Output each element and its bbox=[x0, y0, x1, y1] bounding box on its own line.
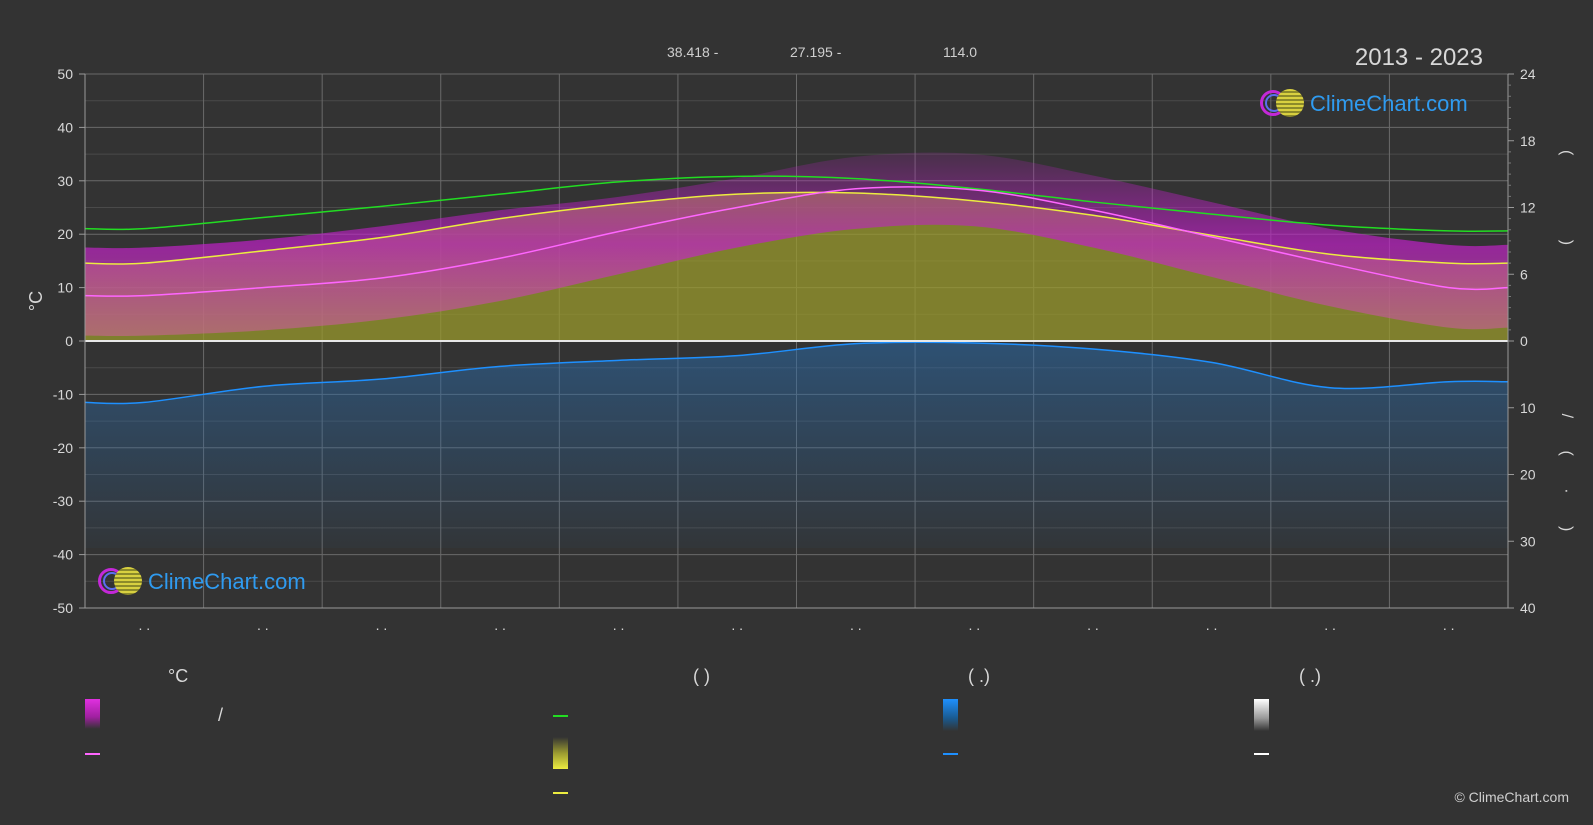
legend-snow-heading: ( .) bbox=[1299, 666, 1321, 686]
x-tick-label: . . bbox=[1324, 617, 1336, 633]
right-bottom-axis-label: / ( · ) bbox=[1558, 414, 1575, 546]
x-tick-label: . . bbox=[257, 617, 269, 633]
stat-a: 38.418 - bbox=[667, 44, 719, 60]
series-lines bbox=[84, 175, 1509, 405]
legend-daylight-swatch bbox=[553, 715, 568, 717]
brand-logo-bottom[interactable]: ClimeChart.com bbox=[96, 565, 306, 599]
legend-temp-mean-swatch bbox=[85, 753, 100, 755]
x-tick-label: . . bbox=[494, 617, 506, 633]
x-tick-label: . . bbox=[613, 617, 625, 633]
logo-icon bbox=[96, 565, 142, 599]
legend-temp-range-label: / bbox=[218, 705, 224, 725]
x-tick-label: . . bbox=[1206, 617, 1218, 633]
legend-sunshine-swatch bbox=[553, 737, 568, 769]
left-tick-label: -10 bbox=[53, 386, 73, 402]
x-tick-label: . . bbox=[731, 617, 743, 633]
daylight-line bbox=[84, 175, 1509, 233]
left-tick-label: -40 bbox=[53, 547, 73, 563]
legend-rain-swatch bbox=[943, 699, 958, 731]
brand-name: ClimeChart.com bbox=[1310, 91, 1468, 116]
legend-sunshine-mean-swatch bbox=[553, 792, 568, 794]
temp-mean-line bbox=[84, 186, 1509, 297]
right-top-tick-label: 24 bbox=[1520, 66, 1536, 82]
left-tick-label: 0 bbox=[65, 333, 73, 349]
left-axis-label: °C bbox=[26, 291, 46, 311]
left-tick-label: -20 bbox=[53, 440, 73, 456]
legend-snow-swatch bbox=[1254, 699, 1269, 731]
legend-rain-heading: ( .) bbox=[968, 666, 990, 686]
x-tick-label: . . bbox=[969, 617, 981, 633]
fill-areas bbox=[85, 152, 1508, 548]
logo-icon bbox=[1258, 87, 1304, 121]
x-tick-label: . . bbox=[138, 617, 150, 633]
copyright: © ClimeChart.com bbox=[1454, 789, 1569, 805]
brand-name: ClimeChart.com bbox=[148, 569, 306, 594]
left-tick-label: 40 bbox=[57, 119, 73, 135]
right-bottom-tick-label: 40 bbox=[1520, 600, 1536, 616]
temperature-band bbox=[85, 152, 1508, 337]
left-tick-label: 20 bbox=[57, 226, 73, 242]
left-tick-label: 50 bbox=[57, 66, 73, 82]
period-label: 2013 - 2023 bbox=[1354, 44, 1483, 71]
left-tick-label: -50 bbox=[53, 600, 73, 616]
x-tick-label: . . bbox=[850, 617, 862, 633]
left-tick-label: 30 bbox=[57, 173, 73, 189]
legend-rain-mean-swatch bbox=[943, 753, 958, 755]
brand-logo-top[interactable]: ClimeChart.com bbox=[1258, 87, 1468, 121]
legend-temp-range-swatch bbox=[85, 699, 100, 729]
x-tick-label: . . bbox=[376, 617, 388, 633]
stat-c: 114.0 bbox=[943, 44, 977, 60]
right-bottom-tick-label: 30 bbox=[1520, 533, 1536, 549]
right-bottom-tick-label: 10 bbox=[1520, 400, 1536, 416]
x-tick-label: . . bbox=[1087, 617, 1099, 633]
right-top-tick-label: 12 bbox=[1520, 200, 1536, 216]
precip-area bbox=[85, 342, 1508, 548]
right-top-tick-label: 0 bbox=[1520, 333, 1528, 349]
left-tick-label: -30 bbox=[53, 493, 73, 509]
precip-mean-line bbox=[84, 341, 1509, 405]
x-tick-label: . . bbox=[1443, 617, 1455, 633]
right-bottom-tick-label: 20 bbox=[1520, 467, 1536, 483]
left-tick-label: 10 bbox=[57, 280, 73, 296]
right-top-tick-label: 18 bbox=[1520, 133, 1536, 149]
legend-snow-mean-swatch bbox=[1254, 753, 1269, 755]
right-top-tick-label: 6 bbox=[1520, 266, 1528, 282]
sunshine-mean-line bbox=[84, 191, 1509, 265]
right-top-axis-label: ( ) bbox=[1558, 150, 1575, 285]
axes: 50 40 30 20 10 0 -10 -20 -30 -40 -50 °C 24 18 12 6 0 10 20… bbox=[26, 66, 1575, 633]
stat-b: 27.195 - bbox=[790, 44, 842, 60]
legend-temperature-heading: °C bbox=[168, 666, 189, 686]
legend-sunshine-heading: ( ) bbox=[693, 666, 710, 686]
